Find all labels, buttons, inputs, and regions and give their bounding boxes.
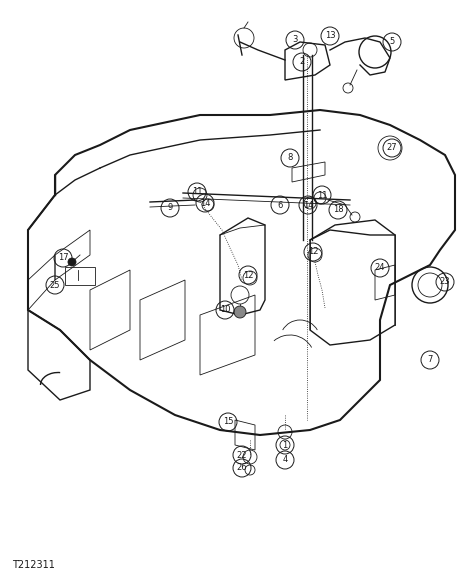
- Text: 7: 7: [428, 355, 433, 365]
- Text: 11: 11: [192, 187, 202, 197]
- Text: 12: 12: [243, 270, 253, 279]
- Text: 27: 27: [387, 144, 397, 152]
- Text: 14: 14: [200, 198, 210, 208]
- Text: 9: 9: [167, 204, 173, 213]
- Circle shape: [234, 306, 246, 318]
- Text: 23: 23: [440, 278, 450, 286]
- Text: 2: 2: [300, 58, 305, 67]
- Text: 13: 13: [325, 32, 335, 40]
- Text: 10: 10: [220, 305, 230, 315]
- Circle shape: [68, 258, 76, 266]
- Text: 6: 6: [277, 201, 283, 209]
- Text: 25: 25: [50, 281, 60, 289]
- Text: 17: 17: [58, 254, 68, 263]
- Text: 24: 24: [375, 263, 385, 273]
- Text: 4: 4: [283, 455, 288, 465]
- Text: T212311: T212311: [12, 560, 55, 570]
- Text: 18: 18: [333, 205, 343, 214]
- Text: 12: 12: [308, 247, 318, 256]
- Text: 22: 22: [237, 450, 247, 459]
- Text: 8: 8: [287, 154, 292, 163]
- Text: 11: 11: [317, 190, 327, 200]
- Text: 3: 3: [292, 36, 298, 44]
- Text: 14: 14: [303, 201, 313, 209]
- Text: 26: 26: [237, 463, 247, 473]
- Text: 1: 1: [283, 440, 288, 450]
- Text: 15: 15: [223, 417, 233, 427]
- Text: 5: 5: [389, 37, 395, 47]
